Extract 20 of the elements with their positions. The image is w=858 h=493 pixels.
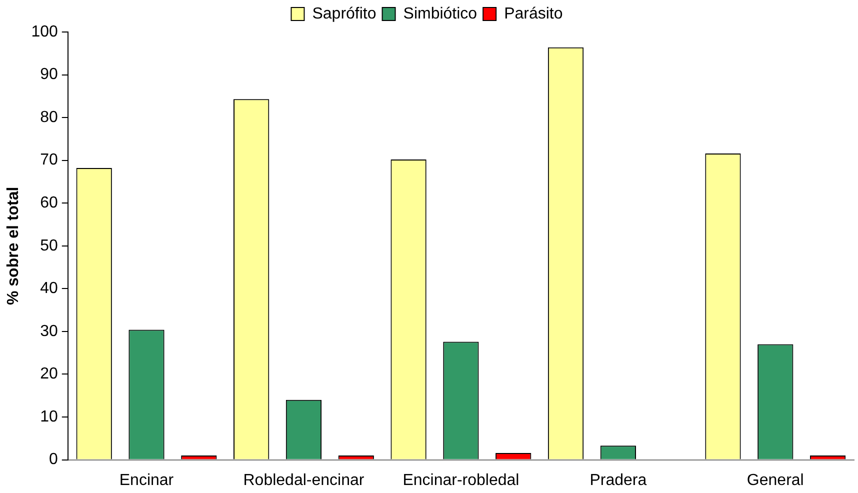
y-tick-label: 100 <box>31 23 58 40</box>
y-tick-label: 20 <box>40 366 58 383</box>
y-tick-label: 70 <box>40 152 58 169</box>
y-tick-label: 80 <box>40 108 58 126</box>
legend-label: Saprófito <box>312 5 376 22</box>
legend-label: Parásito <box>504 5 563 22</box>
y-axis-title: % sobre el total <box>5 186 22 306</box>
y-tick-label: 30 <box>40 322 58 340</box>
y-tick-label: 40 <box>40 280 58 298</box>
x-tick-label: General <box>746 472 804 489</box>
x-tick-label: Encinar <box>119 472 174 489</box>
y-tick-label: 50 <box>40 237 58 254</box>
x-tick-label: Pradera <box>590 472 647 489</box>
x-tick-label: Robledal-encinar <box>243 472 365 489</box>
y-tick-label: 60 <box>40 194 58 212</box>
y-tick-label: 0 <box>48 451 58 468</box>
y-tick-label: 10 <box>40 408 58 426</box>
legend-label: Simbiótico <box>403 5 478 22</box>
y-tick-label: 90 <box>40 66 58 84</box>
x-tick-label: Encinar-robledal <box>402 472 520 489</box>
